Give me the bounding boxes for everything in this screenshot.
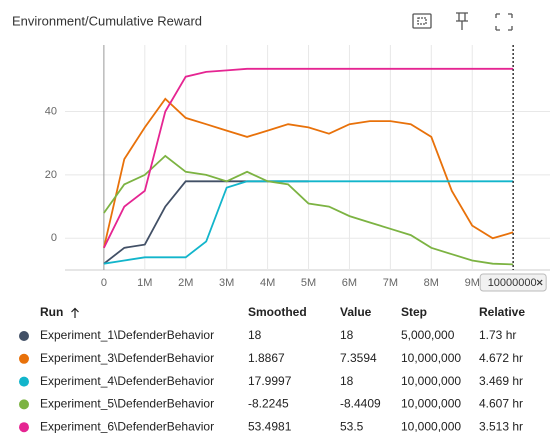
series-line xyxy=(103,180,514,265)
cursor-close xyxy=(536,279,543,286)
fit-icon[interactable] xyxy=(412,13,432,29)
chart-title: Environment/Cumulative Reward xyxy=(12,13,202,28)
y-tick-label: 0 xyxy=(51,232,57,244)
table-cell: 10,000,000 xyxy=(401,397,461,411)
x-tick-label: 0 xyxy=(101,277,107,289)
table-cell: 18 xyxy=(340,374,354,388)
table-cell: 10,000,000 xyxy=(401,419,461,433)
expand-icon[interactable] xyxy=(495,13,513,31)
run-color-dot xyxy=(19,422,29,433)
cursor-label: 10000000 xyxy=(488,277,537,289)
table-cell: 4.672 hr xyxy=(479,351,523,365)
sort-arrow xyxy=(71,307,79,318)
table-cell: Experiment_6\DefenderBehavior xyxy=(40,419,214,433)
table-cell: 10,000,000 xyxy=(401,351,461,365)
run-color-dot xyxy=(19,376,29,387)
table-cell: Experiment_5\DefenderBehavior xyxy=(40,397,214,411)
run-color-dot xyxy=(19,399,29,410)
x-tick-label: 8M xyxy=(424,277,439,289)
table-cell: 10,000,000 xyxy=(401,374,461,388)
plot-area: 0 20 40 0 1M 2M 3M 4M 5M 6M 7M 8M 9M 10000000 xyxy=(45,45,550,292)
x-tick-label: 1M xyxy=(137,277,152,289)
table-cell: -8.2245 xyxy=(248,397,289,411)
table-cell: 5,000,000 xyxy=(401,328,455,342)
table-cell: Experiment_3\DefenderBehavior xyxy=(40,351,214,365)
series-line xyxy=(103,67,514,249)
table-cell: -8.4409 xyxy=(340,397,381,411)
column-header: Smoothed xyxy=(248,305,307,319)
table-cell: 1.8867 xyxy=(248,351,285,365)
y-tick-label: 40 xyxy=(45,105,57,117)
table-cell: 18 xyxy=(340,328,354,342)
pin-icon[interactable] xyxy=(456,12,468,30)
table-cell: 53.5 xyxy=(340,419,364,433)
table-cell: 3.469 hr xyxy=(479,374,523,388)
table-cell: Experiment_1\DefenderBehavior xyxy=(40,328,214,342)
series-line xyxy=(103,97,514,249)
table-cell: 7.3594 xyxy=(340,351,377,365)
table-cell: 18 xyxy=(248,328,262,342)
x-tick-label: 2M xyxy=(178,277,193,289)
table-cell: 53.4981 xyxy=(248,419,292,433)
run-color-dot xyxy=(19,331,29,341)
column-header: Step xyxy=(401,305,427,319)
y-tick-label: 20 xyxy=(45,169,57,181)
table-cell: 3.513 hr xyxy=(479,419,523,433)
column-header: Run xyxy=(40,305,63,319)
column-header: Value xyxy=(340,305,372,319)
table-cell: Experiment_4\DefenderBehavior xyxy=(40,374,214,388)
table-cell: 17.9997 xyxy=(248,374,292,388)
toolbar[interactable] xyxy=(412,12,513,31)
x-tick-label: 4M xyxy=(260,277,275,289)
series-line xyxy=(103,154,514,266)
cursor-label-box xyxy=(479,273,547,292)
x-tick-label: 9M xyxy=(465,277,480,289)
table-cell: 4.607 hr xyxy=(479,397,523,411)
x-tick-label: 5M xyxy=(301,277,316,289)
x-tick-label: 7M xyxy=(383,277,398,289)
fit-icon-inner xyxy=(417,17,427,25)
run-color-dot xyxy=(19,353,29,364)
table-cell: 1.73 hr xyxy=(479,328,516,342)
x-tick-label: 3M xyxy=(219,277,234,289)
data-table: Run Smoothed Value Step Relative Experiment_1… xyxy=(19,305,525,433)
column-header: Relative xyxy=(479,305,525,319)
x-tick-label: 6M xyxy=(342,277,357,289)
